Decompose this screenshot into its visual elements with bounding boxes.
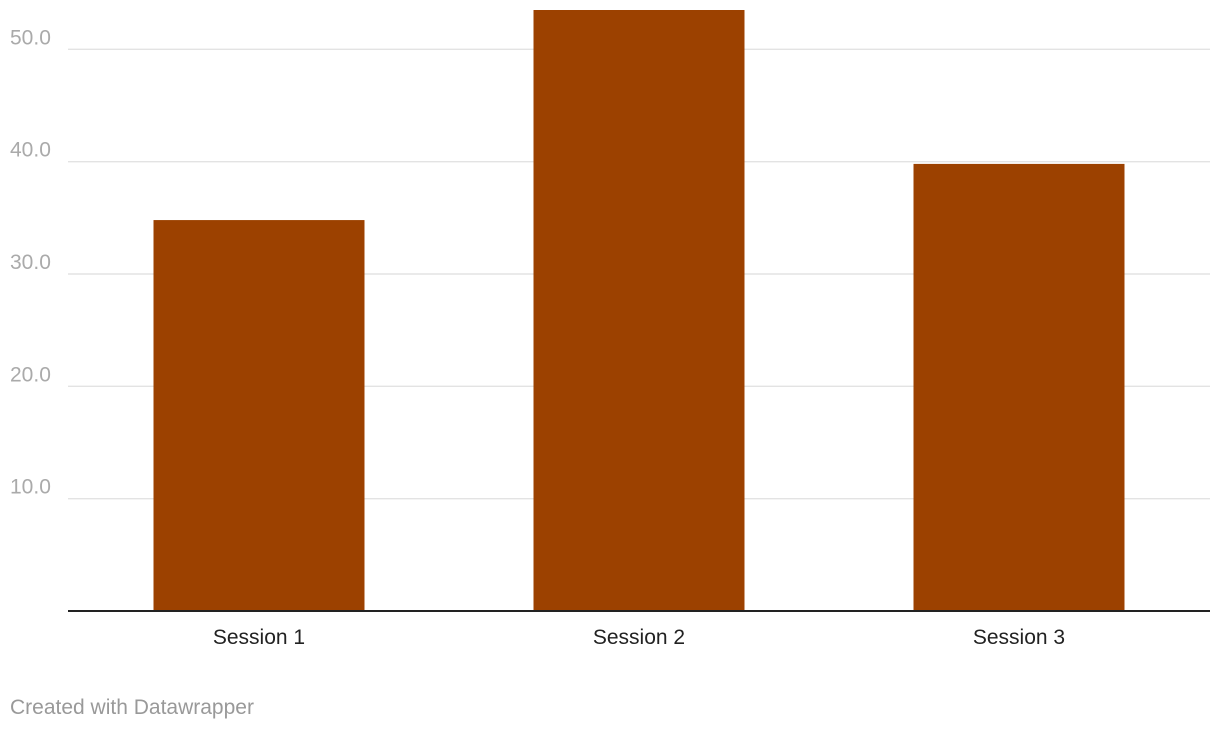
x-axis-labels: Session 1 Session 2 Session 3 bbox=[213, 626, 1065, 649]
bars bbox=[153, 10, 1125, 611]
x-category-label: Session 1 bbox=[213, 626, 305, 649]
x-category-label: Session 2 bbox=[593, 626, 685, 649]
y-tick-label: 20.0 bbox=[10, 363, 51, 386]
y-axis-ticks: 10.0 20.0 30.0 40.0 50.0 bbox=[10, 26, 51, 498]
bar-session-1[interactable] bbox=[153, 220, 365, 611]
credit-text[interactable]: Created with Datawrapper bbox=[10, 696, 254, 719]
y-tick-label: 30.0 bbox=[10, 251, 51, 274]
bar-session-3[interactable] bbox=[913, 163, 1125, 611]
x-category-label: Session 3 bbox=[973, 626, 1065, 649]
y-tick-label: 40.0 bbox=[10, 139, 51, 162]
y-tick-label: 10.0 bbox=[10, 476, 51, 499]
y-tick-label: 50.0 bbox=[10, 26, 51, 49]
bar-session-2[interactable] bbox=[533, 10, 745, 611]
